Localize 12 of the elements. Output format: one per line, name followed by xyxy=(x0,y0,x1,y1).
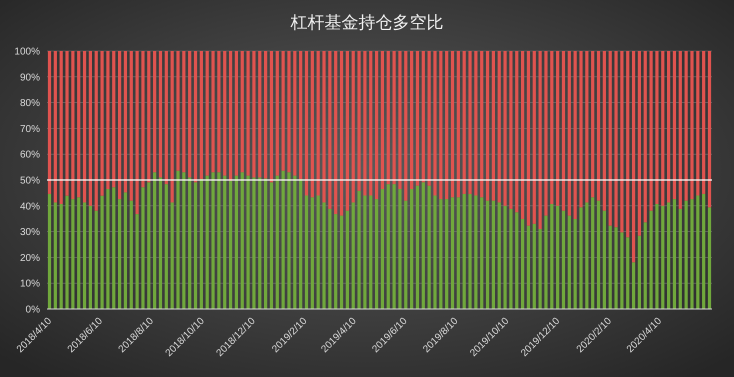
y-tick-label: 0% xyxy=(26,304,40,316)
chart-title: 杠杆基金持仓多空比 xyxy=(290,13,444,33)
y-tick-label: 40% xyxy=(20,201,40,212)
y-tick-label: 50% xyxy=(20,176,40,186)
y-tick-label: 20% xyxy=(20,252,40,264)
y-tick-label: 100% xyxy=(14,46,40,58)
y-tick-label: 90% xyxy=(20,72,40,84)
y-tick-label: 60% xyxy=(20,150,40,161)
y-tick-label: 30% xyxy=(20,227,40,238)
y-tick-label: 70% xyxy=(20,124,40,135)
y-tick-label: 10% xyxy=(20,278,40,290)
y-tick-label: 80% xyxy=(20,98,40,110)
